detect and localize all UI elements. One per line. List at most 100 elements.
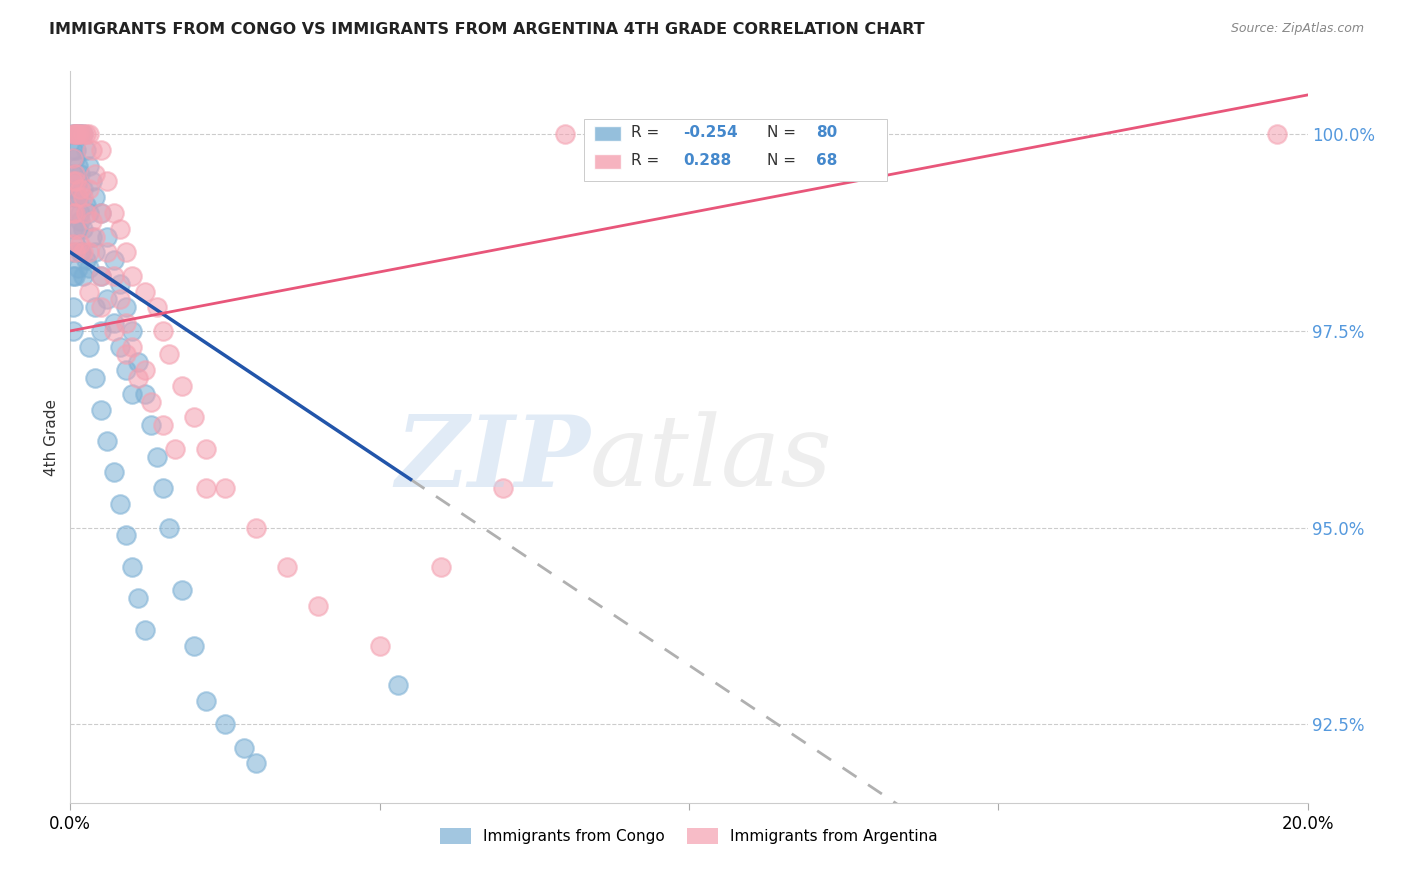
Point [307,599,329,614]
Point [62,151,84,165]
Point [66,190,89,204]
Point [170,583,193,598]
Point [115,301,138,315]
Point [62,174,84,188]
Point [62,237,84,252]
Point [108,277,131,291]
Point [121,559,143,574]
Point [80,174,103,188]
Point [62,324,84,338]
Point [65,206,87,220]
Point [368,639,391,653]
Point [65,174,87,188]
Point [121,340,143,354]
Point [96,174,118,188]
Text: Source: ZipAtlas.com: Source: ZipAtlas.com [1230,22,1364,36]
Point [183,639,205,653]
Point [134,387,156,401]
Point [75,128,97,142]
Point [103,253,125,268]
Point [96,229,118,244]
Point [115,363,138,377]
Point [66,260,89,275]
Point [65,268,87,283]
Point [72,268,94,283]
Text: -0.254: -0.254 [683,125,737,139]
Point [75,253,97,268]
Point [115,316,138,330]
Point [108,221,131,235]
Point [69,214,91,228]
Point [84,245,107,260]
Point [66,190,89,204]
Point [65,182,87,196]
Point [157,520,180,534]
Point [62,221,84,235]
Point [62,128,84,142]
Point [90,206,112,220]
Text: atlas: atlas [591,411,832,507]
Point [66,174,89,188]
Point [90,268,112,283]
Point [69,245,91,260]
FancyBboxPatch shape [583,119,887,181]
Point [121,268,143,283]
Point [65,206,87,220]
Point [80,143,103,157]
Point [96,293,118,307]
Point [77,128,100,142]
FancyBboxPatch shape [593,154,621,169]
Point [121,387,143,401]
Point [84,301,107,315]
Point [108,497,131,511]
Point [65,221,87,235]
Point [103,466,125,480]
Point [75,143,97,157]
Point [134,623,156,637]
Text: 68: 68 [817,153,838,168]
Point [77,285,100,299]
FancyBboxPatch shape [593,126,621,141]
Point [77,260,100,275]
Point [65,128,87,142]
Point [65,167,87,181]
Text: R =: R = [631,153,669,168]
Point [77,182,100,196]
Point [103,206,125,220]
Point [75,206,97,220]
Point [152,418,174,433]
Point [96,434,118,448]
Point [62,268,84,283]
Point [77,159,100,173]
Text: N =: N = [766,153,801,168]
Point [127,355,149,369]
Point [90,143,112,157]
Point [152,481,174,495]
Point [90,301,112,315]
Point [387,678,409,692]
Point [492,481,515,495]
Point [195,693,218,707]
Point [62,143,84,157]
Point [72,190,94,204]
Point [65,128,87,142]
Point [75,198,97,212]
Point [115,347,138,361]
Point [72,182,94,196]
Point [84,167,107,181]
Point [103,316,125,330]
Text: 80: 80 [817,125,838,139]
Point [134,363,156,377]
Point [84,371,107,385]
Point [146,301,169,315]
Point [69,128,91,142]
Point [183,410,205,425]
Point [80,214,103,228]
Point [84,229,107,244]
Point [65,237,87,252]
Point [72,245,94,260]
Point [121,324,143,338]
Point [77,206,100,220]
Point [245,520,267,534]
Point [66,221,89,235]
